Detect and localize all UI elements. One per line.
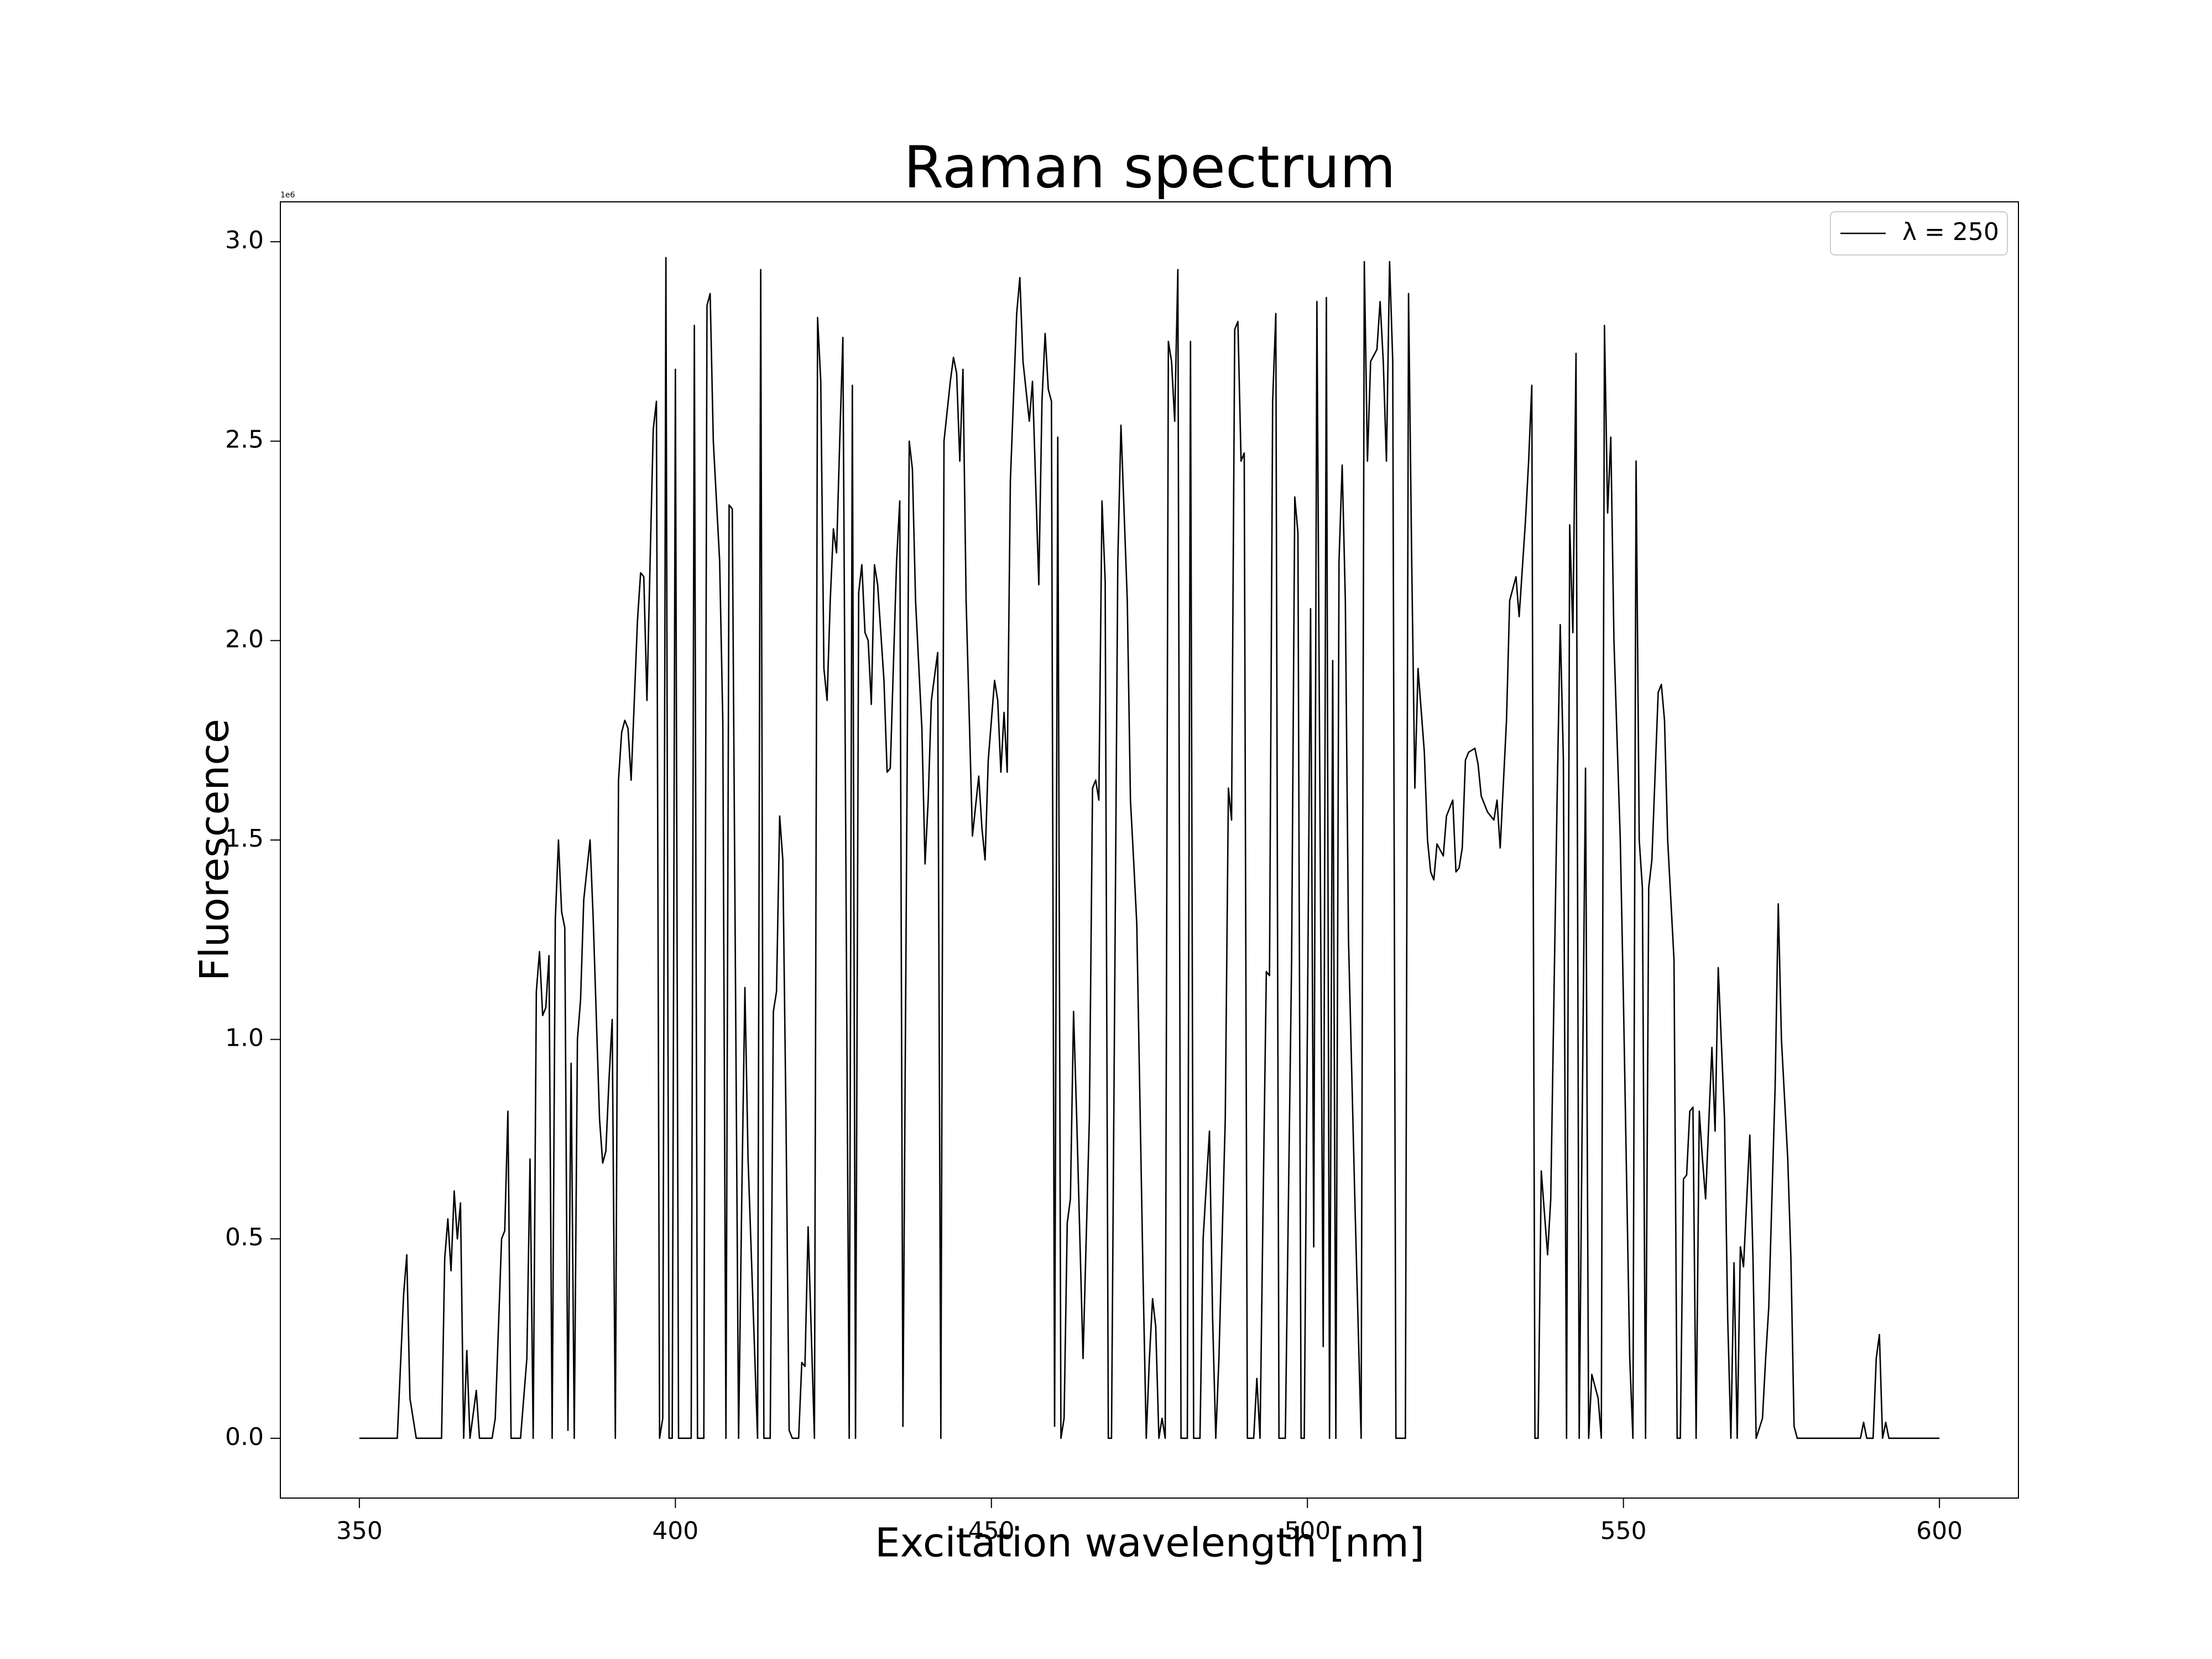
x-tick-label: 400 xyxy=(652,1517,698,1545)
legend-label: λ = 250 xyxy=(1902,218,1999,246)
y-tick-label: 1.0 xyxy=(225,1024,264,1052)
y-tick-label: 0.5 xyxy=(225,1223,264,1251)
axes-frame xyxy=(280,201,2019,1499)
y-axis-label: Fluorescence xyxy=(191,719,238,981)
chart-title: Raman spectrum xyxy=(904,133,1396,201)
y-tick-label: 1.5 xyxy=(225,825,264,853)
data-line xyxy=(359,257,1940,1439)
x-tick-label: 600 xyxy=(1916,1517,1963,1545)
x-tick-label: 350 xyxy=(336,1517,383,1545)
x-tick-label: 550 xyxy=(1600,1517,1647,1545)
y-tick-label: 3.0 xyxy=(225,226,264,254)
y-tick-label: 0.0 xyxy=(225,1423,264,1451)
y-tick-label: 2.5 xyxy=(225,426,264,454)
y-tick-label: 2.0 xyxy=(225,625,264,653)
x-axis-label: Excitation wavelength [nm] xyxy=(875,1520,1425,1566)
x-tick-label: 450 xyxy=(968,1517,1015,1545)
y-offset-label: 1e6 xyxy=(280,191,295,200)
legend-box xyxy=(1830,211,2008,255)
x-tick-label: 500 xyxy=(1284,1517,1331,1545)
